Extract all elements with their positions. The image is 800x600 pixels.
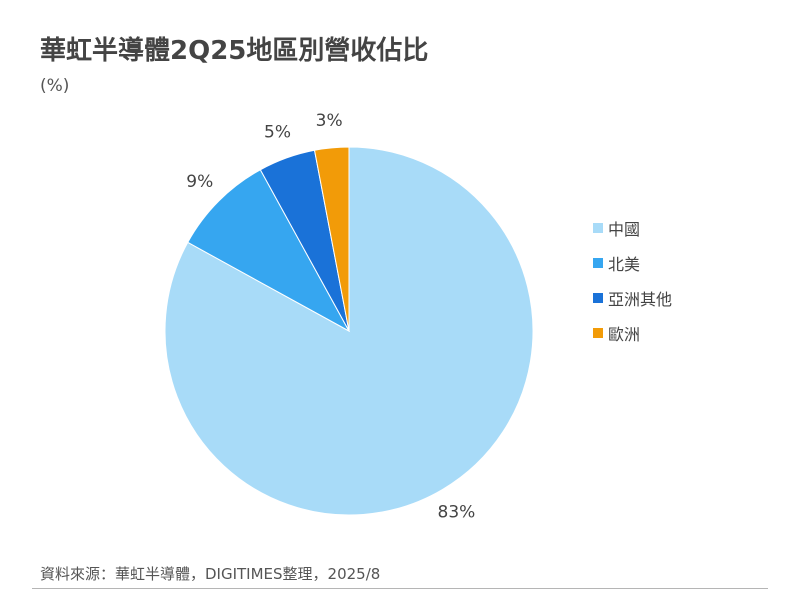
legend-label-europe: 歐洲 (608, 325, 641, 344)
source-note: 資料來源：華虹半導體，DIGITIMES整理，2025/8 (40, 565, 381, 583)
legend-swatch-north-america (593, 258, 603, 268)
chart-unit: (%) (40, 76, 70, 96)
legend-swatch-china (593, 223, 603, 233)
pie-labels: 83% 9% 5% 3% (186, 111, 475, 523)
legend-swatch-other-asia (593, 293, 603, 303)
pie-slice-europe (313, 146, 350, 332)
pie-label-other-asia: 5% (264, 122, 291, 142)
pie-label-china: 83% (438, 503, 476, 523)
pie-slice-north-america (187, 169, 351, 333)
pie-label-north-america: 9% (186, 172, 213, 192)
pie-label-europe: 3% (316, 111, 343, 131)
legend-label-north-america: 北美 (608, 255, 641, 274)
legend-item-other-asia: 亞洲其他 (593, 286, 672, 310)
legend-item-china: 中國 (593, 216, 672, 240)
chart-title: 華虹半導體2Q25地區別營收佔比 (40, 36, 429, 66)
legend-label-china: 中國 (608, 220, 641, 239)
chart-legend: 中國 北美 亞洲其他 歐洲 (593, 216, 672, 356)
legend-item-north-america: 北美 (593, 251, 672, 275)
pie-slices (164, 146, 534, 516)
legend-item-europe: 歐洲 (593, 321, 672, 345)
footer-divider (32, 588, 768, 589)
legend-swatch-europe (593, 328, 603, 338)
legend-label-other-asia: 亞洲其他 (608, 290, 673, 309)
